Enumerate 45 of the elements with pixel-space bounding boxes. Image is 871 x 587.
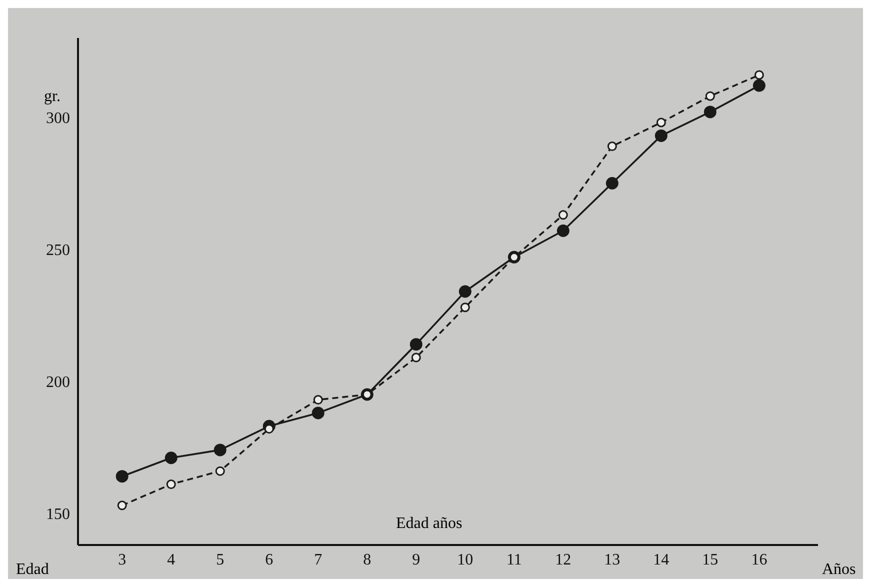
x-tick-label: 6	[265, 551, 274, 568]
point	[264, 424, 274, 434]
x-tick-label: 13	[604, 551, 620, 568]
point	[116, 470, 128, 483]
point	[705, 91, 715, 101]
annotation: Edad años	[396, 515, 462, 533]
x-tick-label: 16	[751, 551, 768, 568]
point	[215, 466, 225, 476]
x-tick-label: 12	[555, 551, 572, 568]
x-tick-label: 5	[216, 551, 224, 568]
point	[117, 500, 127, 510]
point	[214, 444, 226, 456]
point	[656, 118, 666, 128]
y-tick-label: 150	[46, 506, 70, 523]
point	[607, 142, 617, 152]
y-axis-title: gr.	[44, 88, 60, 106]
point	[558, 210, 568, 220]
point	[411, 352, 421, 362]
point	[754, 70, 764, 80]
x-tick-label: 3	[118, 551, 126, 568]
point	[556, 224, 570, 238]
x-tick-label: 10	[457, 551, 474, 568]
x-tick-label: 7	[314, 551, 322, 568]
text: Edad	[16, 561, 49, 579]
y-tick-label: 200	[46, 374, 70, 391]
x-tick-label: 14	[653, 551, 670, 568]
point	[704, 106, 716, 118]
point	[458, 285, 472, 298]
point	[460, 302, 470, 312]
point	[606, 176, 618, 190]
point	[164, 452, 178, 464]
y-tick-label: 250	[46, 242, 70, 259]
y-tick-label: 300	[46, 110, 70, 127]
point	[312, 406, 324, 420]
x-axis-title: Años	[822, 561, 856, 579]
x-tick-label: 9	[412, 551, 420, 568]
point	[752, 79, 766, 92]
point	[654, 129, 668, 142]
x-tick-label: 11	[506, 551, 522, 568]
point	[313, 395, 323, 405]
x-tick-label: 8	[363, 551, 372, 568]
point	[166, 480, 176, 490]
x-tick-label: 4	[167, 551, 176, 568]
x-tick-label: 15	[702, 551, 718, 568]
point	[410, 338, 422, 351]
